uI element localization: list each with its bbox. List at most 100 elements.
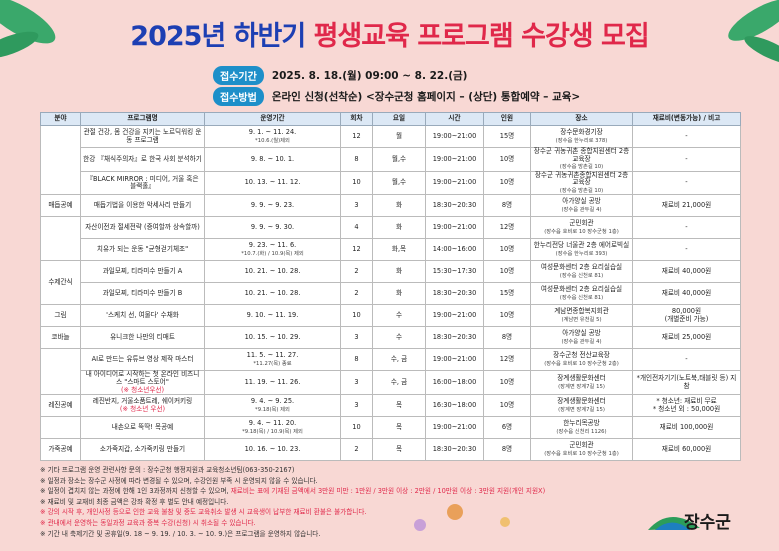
period-text: 11. 19. ~ 11. 26. [244, 378, 301, 387]
category [40, 348, 81, 396]
place: 아가양실 공방 (장수읍 관두길 4) [530, 326, 633, 350]
place-text: 아가양실 공방 [562, 197, 601, 206]
info-label: 접수기간 [213, 66, 264, 85]
period-note: *9.18(목) / 10.9(목) 제외 [242, 428, 303, 435]
period-text: 9. 8. ~ 10. 1. [250, 154, 295, 163]
time: 19:00~21:00 [425, 216, 484, 240]
sessions: 10 [340, 416, 373, 440]
info-row: 접수방법 온라인 신청(선착순) <장수군청 홈페이지 – (상단) 통합예약 –… [213, 87, 580, 106]
sessions: 12 [340, 125, 373, 148]
time: 19:00~21:00 [425, 348, 484, 372]
place-text: 한누리목공방 [563, 419, 600, 428]
place-text: 계남면종합복지회관 [554, 307, 609, 316]
program-name: AI로 만드는 유튜브 영상 제작 마스터 [80, 348, 205, 372]
capacity: 15명 [483, 125, 531, 148]
place-note: (장수읍 방촌길 10) [559, 164, 604, 171]
time: 19:00~21:00 [425, 416, 484, 440]
day: 월 [372, 125, 426, 148]
note: ※ 기간 내 축제기간 및 공휴일(9. 18 ~ 9. 19. / 10. 3… [40, 529, 660, 540]
place-text: 여성문화센터 2층 요리실습실 [540, 263, 623, 272]
fee-text: 재료비 60,000원 [661, 444, 712, 453]
column-header: 장소 [530, 112, 633, 126]
fee: - [632, 125, 741, 148]
place: 장수군 귀농귀촌종합지원센터 2층 교육장 (장수읍 방촌길 10) [530, 170, 633, 196]
fee: - [632, 216, 741, 240]
fee-text: 재료비 21,000원 [661, 201, 712, 210]
capacity: 8명 [483, 438, 531, 462]
period-text: 10. 21. ~ 10. 28. [244, 267, 301, 276]
note: ※ 강의 시작 후, 개인사정 등으로 인한 교육 불참 및 중도 교육취소 발… [40, 507, 660, 518]
place-note: (장수읍 방촌길 10) [559, 187, 604, 194]
fee: 80,000원 (개별준비 가능) [632, 304, 741, 328]
place-note: (장수읍 신천로 81) [559, 272, 604, 279]
period-text: 9. 4. ~ 9. 25. [250, 397, 295, 406]
day: 수, 금 [372, 370, 426, 396]
fee-text: *개인전자기기(노트북,태블릿 등) 지참 [636, 374, 737, 390]
info-label: 접수방법 [213, 87, 264, 106]
fee: *개인전자기기(노트북,태블릿 등) 지참 [632, 370, 741, 396]
place: 여성문화센터 2층 요리실습실 (장수읍 신천로 81) [530, 282, 633, 306]
column-header: 프로그램명 [80, 112, 205, 126]
capacity: 6명 [483, 416, 531, 440]
place-text: 장계생활문화센터 [557, 374, 606, 383]
column-header: 인원 [483, 112, 531, 126]
day: 월,수 [372, 170, 426, 196]
info-value: 2025. 8. 18.(월) 09:00 ~ 8. 22.(금) [271, 70, 468, 82]
place-note: (장수읍 신천로 81) [559, 294, 604, 301]
capacity: 12명 [483, 216, 531, 240]
note-highlight: 재료비는 표에 기재된 금액에서 3만원 미만 : 1만원 / 3만원 이상 :… [230, 487, 546, 496]
table-row: 매듭공예 매듭기법을 이용한 악세사리 만들기 9. 9. ~ 9. 23. 3 화 18… [40, 194, 741, 218]
fee: - [632, 238, 741, 262]
note: ※ 일정과 장소는 장수군 사정에 따라 변경될 수 있으며, 수강인원 부족 … [40, 476, 660, 487]
place-text: 장수군 귀농귀촌 종합지원센터 2층 교육장 [533, 147, 630, 163]
fee-text: 재료비 40,000원 [661, 289, 712, 298]
program-name: 관절 건강, 몸 건강을 지키는 노르딕워킹 운동 프로그램 [80, 125, 205, 148]
day: 월,수 [372, 147, 426, 172]
table-row: 『BLACK MIRROR : 미디어, 거울 혹은 블랙홀』 10. 13. ~… [41, 170, 741, 196]
fee-text: 80,000원 [671, 307, 702, 316]
column-header: 시간 [425, 112, 484, 126]
program-name: 매듭기법을 이용한 악세사리 만들기 [80, 194, 205, 218]
time: 18:30~20:30 [425, 282, 484, 306]
place-note: (장수읍 한누리로 393) [555, 250, 608, 257]
sessions: 4 [340, 216, 373, 240]
day: 화 [372, 194, 426, 218]
time: 18:30~20:30 [425, 326, 484, 350]
place-note: (장수읍 관두길 4) [561, 206, 602, 213]
fee-text: 재료비 40,000원 [661, 267, 712, 276]
period: 11. 19. ~ 11. 26. [204, 370, 341, 396]
place: 장계생활문화센터 (장계면 장계7길 15) [530, 394, 633, 418]
sessions: 2 [340, 282, 373, 306]
period-text: 9. 4. ~ 11. 20. [248, 419, 297, 428]
period-text: 9. 9. ~ 9. 23. [250, 201, 295, 210]
period: 9. 4. ~ 11. 20. *9.18(목) / 10.9(목) 제외 [204, 416, 341, 440]
place-text: 장수군청 전산교육장 [553, 351, 610, 360]
place-note: (장수읍 호비로 10 장수군청 1층) [544, 450, 619, 457]
place-text: 장계생활문화센터 [557, 397, 606, 406]
fee-text: 재료비 25,000원 [661, 333, 712, 342]
period: 10. 21. ~ 10. 28. [204, 260, 341, 284]
capacity: 10명 [483, 370, 531, 396]
period: 9. 23. ~ 11. 6. *10.7.(화) / 10.9(목) 제외 [204, 238, 341, 262]
program-name: 내 아이디어로 시작하는 첫 온라인 비즈니스 "스마트 스토어" (※ 청소년우… [80, 370, 205, 396]
note-text: ※ 기간 내 축제기간 및 공휴일(9. 18 ~ 9. 19. / 10. 3… [40, 529, 321, 538]
place-note: (장수읍 호비로 10 장수군청 2층) [544, 360, 619, 367]
fee: 재료비 40,000원 [632, 282, 741, 306]
table-row: 그림 '스케치 선, 여물다' 수채화 9. 10. ~ 11. 19. 10 수 19:… [40, 304, 741, 328]
header-row: 분야 프로그램명 운영기간 회차 요일 시간 인원 장소 재료비(변동가능) / 비고 [40, 112, 741, 126]
day: 화 [372, 216, 426, 240]
program-name-text: 한강 『채식주의자』로 한국 사회 분석하기 [83, 154, 202, 163]
column-header: 운영기간 [204, 112, 341, 126]
time: 19:00~21:00 [425, 170, 484, 196]
fee: - [632, 170, 741, 196]
table-row: 자산이전과 절세전략 (증여할까 상속할까) 9. 9. ~ 9. 30. 4 화 19… [40, 216, 741, 262]
sessions: 3 [340, 194, 373, 218]
day: 목 [372, 416, 426, 440]
fee-text: * 청소년: 재료비 무료 [656, 397, 717, 406]
fee: * 청소년: 재료비 무료 * 청소년 외 : 50,000원 [632, 394, 741, 418]
column-header: 분야 [40, 112, 81, 126]
place: 장수군 귀농귀촌 종합지원센터 2층 교육장 (장수읍 방촌길 10) [530, 147, 633, 172]
fee-text: - [685, 178, 688, 187]
sessions: 8 [340, 147, 373, 172]
logo: 장수군 [684, 513, 731, 533]
